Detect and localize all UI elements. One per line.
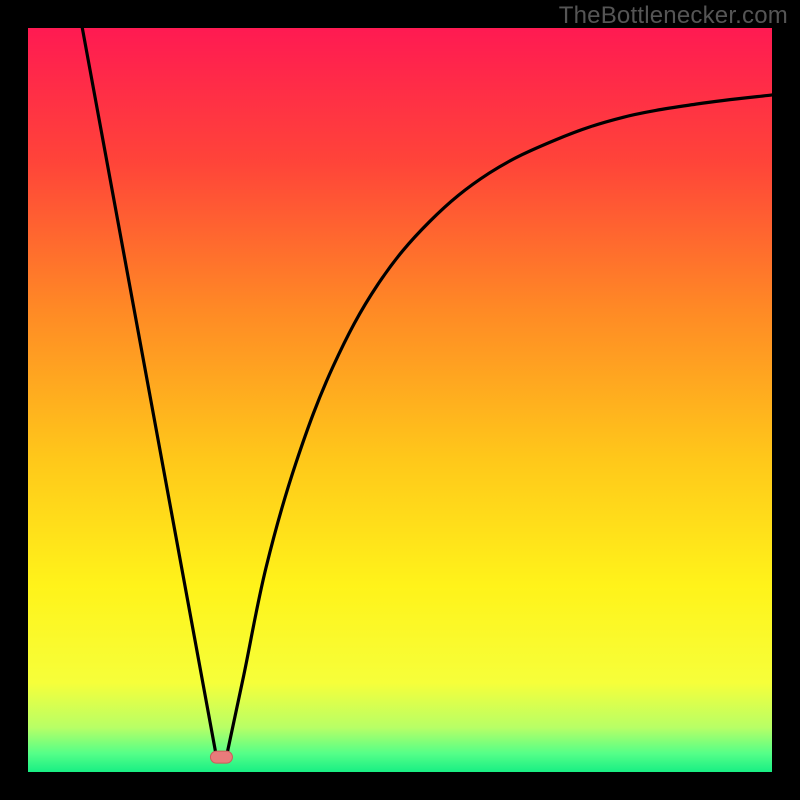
bottleneck-chart [0,0,800,800]
watermark-text: TheBottlenecker.com [559,2,788,30]
chart-container: TheBottlenecker.com [0,0,800,800]
gradient-background [28,28,772,772]
optimal-point-marker [210,751,232,763]
